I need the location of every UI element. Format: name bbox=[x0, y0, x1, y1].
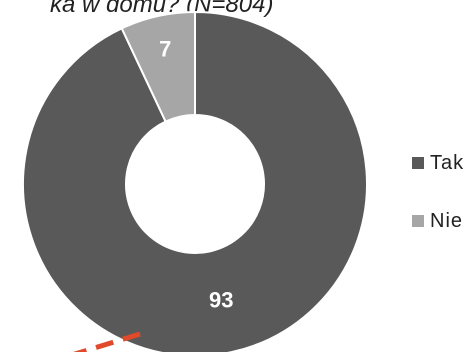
legend-item-nie: Nie bbox=[412, 210, 463, 232]
annotation-arrow bbox=[72, 331, 141, 352]
legend-label-tak: Tak bbox=[430, 151, 465, 174]
legend-swatch-tak bbox=[412, 157, 424, 169]
legend-label-nie: Nie bbox=[430, 209, 464, 232]
slice-tak bbox=[22, 10, 368, 352]
legend-swatch-nie bbox=[412, 215, 424, 227]
data-label-nie: 7 bbox=[159, 37, 171, 62]
legend-item-tak: Tak bbox=[412, 152, 464, 174]
data-label-tak: 93 bbox=[209, 287, 233, 312]
slice-nie bbox=[120, 10, 196, 123]
